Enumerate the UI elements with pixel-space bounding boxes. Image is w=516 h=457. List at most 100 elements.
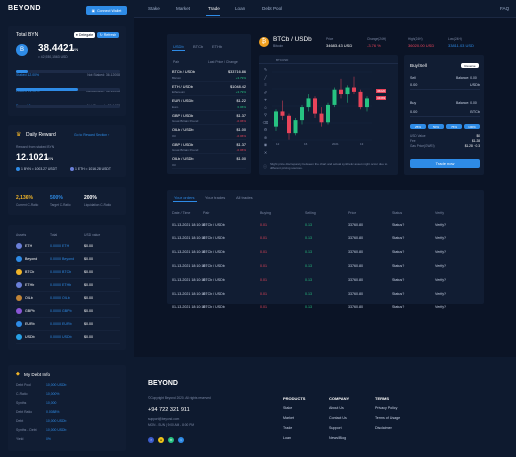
nav-trade[interactable]: Trade xyxy=(208,6,220,11)
asset-name: Beyond xyxy=(25,257,38,261)
eth-coin-icon xyxy=(70,167,74,172)
fee-row: Fee $1.28 xyxy=(410,139,480,144)
candle-body xyxy=(306,98,311,108)
market-row[interactable]: ETH / USDb Ethereum $1048.42 +3.79% xyxy=(172,82,246,96)
header-date: Date / Time xyxy=(172,210,191,215)
market-tab-btcb[interactable]: BTCb xyxy=(193,44,204,49)
footer-link[interactable]: News/Blog xyxy=(329,436,347,440)
pct-100-button[interactable]: 100% xyxy=(464,124,480,129)
market-pair: OILb / USDb xyxy=(172,157,194,161)
debt-value: 10,000% xyxy=(46,392,60,396)
twitter-icon[interactable]: t xyxy=(178,437,184,443)
market-row[interactable]: OILb / USDb Oil $1.00 -0.06% xyxy=(172,125,246,140)
candle-body xyxy=(332,89,337,105)
market-sub: Bitcoin xyxy=(172,75,182,80)
refresh-button[interactable]: ↻ Refresh xyxy=(97,32,119,38)
order-row[interactable]: 01-13-2021 18:10:10 BTCb / USDb 0.01 0.13 33… xyxy=(172,231,472,246)
nav-stake[interactable]: Stake xyxy=(148,6,160,11)
nav-market[interactable]: Market xyxy=(176,6,191,11)
order-verify[interactable]: Verify? xyxy=(435,236,446,241)
order-row[interactable]: 01-13-2021 18:10:10 BTCb / USDb 0.01 0.13 33… xyxy=(172,217,472,232)
pct-50-button[interactable]: 50% xyxy=(428,124,444,129)
order-verify[interactable]: Verify? xyxy=(435,277,446,282)
order-verify[interactable]: Verify? xyxy=(435,263,446,268)
asset-row[interactable]: ETHb 0.0000 ETHb $0.00 xyxy=(16,279,120,292)
asset-usd: $0.00 xyxy=(84,296,93,300)
market-row[interactable]: GBP / USDb Great Britain Pound $1.37 -0.06% xyxy=(172,111,246,125)
market-tab-usdb[interactable]: USDb xyxy=(173,44,184,49)
buy-input[interactable]: 0.00 BTCb xyxy=(410,110,480,117)
footer-link[interactable]: Stake xyxy=(283,406,293,410)
order-verify[interactable]: Verify? xyxy=(435,250,446,255)
market-row[interactable]: GBP / USDb Great Britain Pound $1.37 -0.06% xyxy=(172,140,246,154)
message-icon[interactable]: ✉ xyxy=(168,437,174,443)
order-date: 01-13-2021 18:10:10 xyxy=(172,250,206,255)
candlestick-chart[interactable] xyxy=(272,64,396,150)
order-row[interactable]: 01-13-2021 18:10:10 BTCb / USDb 0.01 0.13 33… xyxy=(172,286,472,301)
sell-input[interactable]: 0.00 USDb xyxy=(410,83,480,90)
pct-25-button[interactable]: 25% xyxy=(410,124,426,129)
footer-logo[interactable]: BEYOND xyxy=(148,380,178,387)
footer-link[interactable]: Terms of Usage xyxy=(375,416,401,420)
footer-link[interactable]: Loan xyxy=(283,436,291,440)
footer-column: COMPANY About Us Contact Us Support News/Blo… xyxy=(329,396,349,446)
asset-row[interactable]: USDb 0.0000 USDb $0.00 xyxy=(16,331,120,344)
debt-icon: ◆ xyxy=(16,371,20,377)
tab-your-trades[interactable]: Your trades xyxy=(205,195,226,200)
facebook-icon[interactable]: f xyxy=(148,437,154,443)
footer-link[interactable]: About Us xyxy=(329,406,344,410)
footer-link[interactable]: Trade xyxy=(283,426,293,430)
order-row[interactable]: 01-13-2021 18:10:10 BTCb / USDb 0.01 0.13 33… xyxy=(172,245,472,260)
asset-total: 0.0000 Beyond xyxy=(50,257,75,261)
nav-loan[interactable]: Loan xyxy=(235,6,246,11)
order-row[interactable]: 01-13-2021 18:10:10 BTCb / USDb 0.01 0.13 33… xyxy=(172,300,472,315)
asset-total: 0.0000 EURb xyxy=(50,322,72,326)
market-row[interactable]: BTCb / USDb Bitcoin $33716.86 +3.79% xyxy=(172,67,246,82)
order-date: 01-13-2021 18:10:10 xyxy=(172,236,206,241)
brand-logo[interactable]: BEYOND xyxy=(8,5,41,12)
footer-link[interactable]: Support xyxy=(329,426,342,430)
order-verify[interactable]: Verify? xyxy=(435,305,446,310)
asset-row[interactable]: OILb 0.0000 OILb $0.00 xyxy=(16,292,120,305)
asset-row[interactable]: BTCb 0.0000 BTCb $0.00 xyxy=(16,266,120,279)
asset-row[interactable]: GBPb 0.0000 GBPb $0.00 xyxy=(16,305,120,318)
reverse-button[interactable]: Reverse xyxy=(461,63,479,68)
asset-row[interactable]: ETH 0.0000 ETH $0.00 xyxy=(16,240,120,253)
debt-key: Synths xyxy=(16,401,27,405)
delegate-button[interactable]: ● Delegate xyxy=(74,32,95,38)
debt-key: Debt Ratio xyxy=(16,410,33,414)
asset-row[interactable]: Beyond 0.0000 Beyond $0.00 xyxy=(16,253,120,266)
order-row[interactable]: 01-13-2021 18:10:10 BTCb / USDb 0.01 0.13 33… xyxy=(172,272,472,287)
order-verify[interactable]: Verify? xyxy=(435,222,446,227)
asset-usd: $0.00 xyxy=(84,322,93,326)
market-row[interactable]: OILb / USDb Oil $1.00 xyxy=(172,154,246,169)
debt-key: Synths - Debt xyxy=(16,428,37,432)
debt-row: Synths 10,000 xyxy=(16,401,120,410)
order-row[interactable]: 01-13-2021 18:10:10 BTCb / USDb 0.01 0.13 33… xyxy=(172,258,472,273)
footer-link[interactable]: Privacy Policy xyxy=(375,406,398,410)
order-verify[interactable]: Verify? xyxy=(435,291,446,296)
fee-row: USD Value $0 xyxy=(410,134,480,139)
chart-tools-icon[interactable]: ✎ ╱ ≡ ✐ ⌖ ☺ ⚲ ⌫ ⚙ ⊕ ◉ ✕ xyxy=(262,67,269,155)
top-navigation: Stake Market Trade Loan Debt Pool FAQ xyxy=(134,0,516,18)
footer-link[interactable]: Disclaimer xyxy=(375,426,392,430)
nav-faq[interactable]: FAQ xyxy=(500,6,510,11)
tab-all-trades[interactable]: All trades xyxy=(236,195,253,200)
chat-icon[interactable]: ● xyxy=(158,437,164,443)
reward-section-link[interactable]: Go to Reward Section › xyxy=(74,133,110,137)
asset-row[interactable]: EURb 0.0000 EURb $0.00 xyxy=(16,318,120,331)
market-row[interactable]: EUR / USDb Euro $1.22 0.06% xyxy=(172,96,246,111)
market-tab-ethb[interactable]: ETHb xyxy=(212,44,223,49)
footer-email[interactable]: support@beyond.com xyxy=(148,417,180,421)
tab-your-orders[interactable]: Your orders xyxy=(174,195,195,200)
fee-value: $1.28 · 0.3 xyxy=(464,144,480,148)
footer-phone[interactable]: +94 722 321 911 xyxy=(148,407,190,413)
market-sub: Ethereum xyxy=(172,90,186,94)
connect-wallet-button[interactable]: ▣ Connect Wallet xyxy=(86,6,127,15)
footer-link[interactable]: Contact Us xyxy=(329,416,347,420)
pct-75-button[interactable]: 75% xyxy=(446,124,462,129)
chart-x-label: 2021 xyxy=(332,142,339,146)
footer-link[interactable]: Market xyxy=(283,416,294,420)
nav-debt-pool[interactable]: Debt Pool xyxy=(262,6,283,11)
trade-now-button[interactable]: Trade now xyxy=(410,159,480,168)
